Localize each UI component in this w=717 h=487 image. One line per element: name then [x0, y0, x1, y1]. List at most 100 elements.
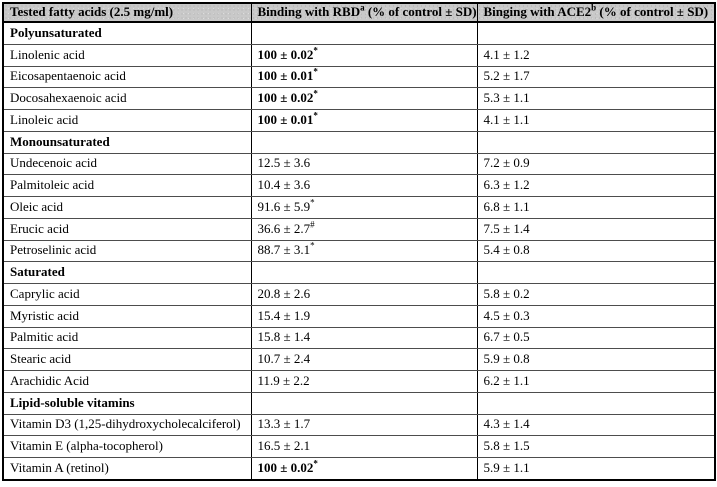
rbd-value-cell: 36.6 ± 2.7# — [250, 217, 478, 241]
ace2-value-cell: 5.2 ± 1.7 — [476, 65, 716, 89]
ace2-value-cell: 4.1 ± 1.2 — [476, 43, 716, 67]
empty-cell — [250, 21, 478, 45]
ace2-value-cell: 6.7 ± 0.5 — [476, 326, 716, 350]
table-row: Myristic acid 15.4 ± 1.9 4.5 ± 0.3 — [2, 304, 716, 328]
compound-name-cell: Palmitoleic acid — [2, 174, 252, 198]
rbd-value-cell: 13.3 ± 1.7 — [250, 413, 478, 437]
significance-mark: * — [310, 241, 315, 252]
compound-name-cell: Vitamin D3 (1,25-dihydroxycholecalcifero… — [2, 413, 252, 437]
ace2-value-cell: 6.3 ± 1.2 — [476, 174, 716, 198]
compound-name-cell: Erucic acid — [2, 217, 252, 241]
compound-name-cell: Undecenoic acid — [2, 152, 252, 176]
ace2-value-cell: 5.8 ± 0.2 — [476, 283, 716, 306]
table-row: Docosahexaenoic acid 100 ± 0.02* 5.3 ± 1.1 — [2, 87, 716, 111]
compound-name-cell: Petroselinic acid — [2, 239, 252, 263]
ace2-value-cell: 5.8 ± 1.5 — [476, 435, 716, 459]
compound-name-cell: Caprylic acid — [2, 283, 252, 306]
compound-name-cell: Docosahexaenoic acid — [2, 87, 252, 111]
table-row: Palmitoleic acid 10.4 ± 3.6 6.3 ± 1.2 — [2, 174, 716, 198]
rbd-value-cell: 12.5 ± 3.6 — [250, 152, 478, 176]
empty-cell — [476, 391, 716, 415]
table-row: Linoleic acid 100 ± 0.01* 4.1 ± 1.1 — [2, 109, 716, 132]
rbd-value-cell: 20.8 ± 2.6 — [250, 283, 478, 306]
significance-mark: * — [313, 110, 318, 121]
table-row: Linolenic acid 100 ± 0.02* 4.1 ± 1.2 — [2, 43, 716, 67]
ace2-value-cell: 6.2 ± 1.1 — [476, 370, 716, 393]
column-header-2: Binding with RBDa (% of control ± SD) — [250, 2, 478, 23]
ace2-value-cell: 4.5 ± 0.3 — [476, 304, 716, 328]
ace2-value-cell: 5.4 ± 0.8 — [476, 239, 716, 263]
rbd-value-cell: 15.8 ± 1.4 — [250, 326, 478, 350]
ace2-value-cell: 5.9 ± 1.1 — [476, 457, 716, 481]
section-title: Monounsaturated — [2, 130, 252, 154]
table-row: Vitamin E (alpha-tocopherol) 16.5 ± 2.1 5.… — [2, 435, 716, 459]
significance-mark: * — [313, 458, 318, 469]
ace2-value-cell: 7.2 ± 0.9 — [476, 152, 716, 176]
rbd-value-cell: 100 ± 0.02* — [250, 457, 478, 481]
section-row: Monounsaturated — [2, 130, 716, 154]
ace2-value-cell: 7.5 ± 1.4 — [476, 217, 716, 241]
header-row: Tested fatty acids (2.5 mg/ml) Binding wi… — [2, 2, 716, 23]
ace2-value-cell: 6.8 ± 1.1 — [476, 196, 716, 219]
compound-name-cell: Myristic acid — [2, 304, 252, 328]
empty-cell — [476, 21, 716, 45]
column-header-3: Binging with ACE2b (% of control ± SD) — [476, 2, 716, 23]
rbd-value-cell: 91.6 ± 5.9* — [250, 196, 478, 219]
significance-mark: * — [313, 45, 318, 56]
header-footnote-mark: a — [360, 3, 365, 13]
table-body: Polyunsaturated Linolenic acid 100 ± 0.02*… — [2, 21, 716, 481]
compound-name-cell: Linolenic acid — [2, 43, 252, 67]
table-row: Vitamin D3 (1,25-dihydroxycholecalcifero… — [2, 413, 716, 437]
empty-cell — [476, 130, 716, 154]
table-row: Eicosapentaenoic acid 100 ± 0.01* 5.2 ± 1.… — [2, 65, 716, 89]
section-title: Polyunsaturated — [2, 21, 252, 45]
empty-cell — [250, 261, 478, 285]
table-header: Tested fatty acids (2.5 mg/ml) Binding wi… — [2, 2, 716, 23]
compound-name-cell: Vitamin A (retinol) — [2, 457, 252, 481]
significance-mark: * — [313, 88, 318, 99]
empty-cell — [250, 130, 478, 154]
rbd-value-cell: 10.7 ± 2.4 — [250, 348, 478, 372]
ace2-value-cell: 4.1 ± 1.1 — [476, 109, 716, 132]
rbd-value-cell: 15.4 ± 1.9 — [250, 304, 478, 328]
column-header-1: Tested fatty acids (2.5 mg/ml) — [2, 2, 252, 23]
ace2-value-cell: 4.3 ± 1.4 — [476, 413, 716, 437]
compound-name-cell: Linoleic acid — [2, 109, 252, 132]
fatty-acids-table: Tested fatty acids (2.5 mg/ml) Binding wi… — [2, 2, 716, 481]
table-row: Erucic acid 36.6 ± 2.7# 7.5 ± 1.4 — [2, 217, 716, 241]
rbd-value-cell: 88.7 ± 3.1* — [250, 239, 478, 263]
compound-name-cell: Palmitic acid — [2, 326, 252, 350]
table-row: Arachidic Acid 11.9 ± 2.2 6.2 ± 1.1 — [2, 370, 716, 393]
significance-mark: * — [313, 67, 318, 78]
rbd-value-cell: 10.4 ± 3.6 — [250, 174, 478, 198]
compound-name-cell: Oleic acid — [2, 196, 252, 219]
section-title: Lipid-soluble vitamins — [2, 391, 252, 415]
rbd-value-cell: 100 ± 0.02* — [250, 87, 478, 111]
rbd-value-cell: 100 ± 0.01* — [250, 109, 478, 132]
ace2-value-cell: 5.9 ± 0.8 — [476, 348, 716, 372]
significance-mark: # — [310, 219, 315, 230]
table-row: Palmitic acid 15.8 ± 1.4 6.7 ± 0.5 — [2, 326, 716, 350]
table-row: Vitamin A (retinol) 100 ± 0.02* 5.9 ± 1.1 — [2, 457, 716, 481]
compound-name-cell: Eicosapentaenoic acid — [2, 65, 252, 89]
section-row: Polyunsaturated — [2, 21, 716, 45]
ace2-value-cell: 5.3 ± 1.1 — [476, 87, 716, 111]
table-row: Oleic acid 91.6 ± 5.9* 6.8 ± 1.1 — [2, 196, 716, 219]
table-row: Stearic acid 10.7 ± 2.4 5.9 ± 0.8 — [2, 348, 716, 372]
rbd-value-cell: 16.5 ± 2.1 — [250, 435, 478, 459]
empty-cell — [476, 261, 716, 285]
significance-mark: * — [310, 197, 315, 208]
empty-cell — [250, 391, 478, 415]
header-footnote-mark: b — [591, 3, 597, 13]
compound-name-cell: Stearic acid — [2, 348, 252, 372]
compound-name-cell: Arachidic Acid — [2, 370, 252, 393]
section-title: Saturated — [2, 261, 252, 285]
section-row: Lipid-soluble vitamins — [2, 391, 716, 415]
table-row: Caprylic acid 20.8 ± 2.6 5.8 ± 0.2 — [2, 283, 716, 306]
compound-name-cell: Vitamin E (alpha-tocopherol) — [2, 435, 252, 459]
rbd-value-cell: 100 ± 0.01* — [250, 65, 478, 89]
rbd-value-cell: 11.9 ± 2.2 — [250, 370, 478, 393]
section-row: Saturated — [2, 261, 716, 285]
table-row: Undecenoic acid 12.5 ± 3.6 7.2 ± 0.9 — [2, 152, 716, 176]
